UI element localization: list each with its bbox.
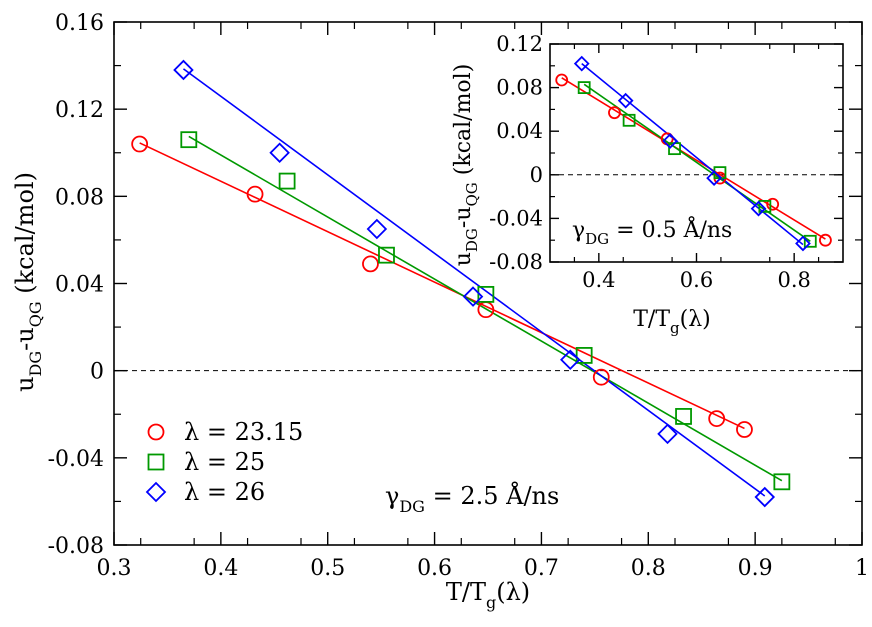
x-tick-label: 0.4 <box>203 556 238 581</box>
y-tick-label: 0.04 <box>496 119 543 143</box>
plot-frame <box>549 43 844 263</box>
data-point-series-2 <box>657 423 678 445</box>
y-tick-label: 0.12 <box>55 98 104 123</box>
y-axis-label: uDG-uQG (kcal/mol) <box>451 64 481 267</box>
data-point-series-1 <box>675 408 692 425</box>
legend-label: λ = 26 <box>184 478 265 506</box>
legend: λ = 23.15λ = 25λ = 26 <box>145 418 303 506</box>
y-tick-label: -0.08 <box>489 250 543 274</box>
data-point-series-0 <box>246 185 264 203</box>
data-point-series-0 <box>362 255 379 273</box>
x-axis-label: T/Tg(λ) <box>633 307 710 337</box>
y-tick-label: 0.08 <box>55 185 104 210</box>
annotation: γDG = 0.5 Å/ns <box>572 215 732 248</box>
data-point-series-2 <box>366 218 388 240</box>
fit-line-series-2 <box>581 63 804 246</box>
fit-line-series-0 <box>561 77 826 240</box>
y-tick-label: 0.12 <box>496 32 543 56</box>
legend-item: λ = 23.15 <box>147 418 303 446</box>
data-point-series-1 <box>477 285 495 303</box>
data-point-series-2 <box>560 349 581 371</box>
data-point-series-0 <box>766 197 780 211</box>
legend-label: λ = 23.15 <box>184 418 303 446</box>
legend-item: λ = 26 <box>145 478 265 506</box>
data-point-series-1 <box>758 200 772 213</box>
data-point-series-0 <box>555 73 569 87</box>
data-point-series-1 <box>575 347 593 364</box>
y-tick-label: -0.04 <box>48 447 104 472</box>
legend-marker <box>145 481 167 503</box>
data-point-series-1 <box>180 131 198 149</box>
data-point-series-2 <box>269 142 290 164</box>
data-point-series-2 <box>173 59 194 81</box>
data-point-series-2 <box>617 92 634 109</box>
x-tick-label: 0.7 <box>524 556 559 581</box>
x-tick-label: 0.3 <box>97 556 132 581</box>
x-axis-label: T/Tg(λ) <box>446 578 530 612</box>
x-tick-label: 1 <box>855 556 869 581</box>
legend-marker <box>147 423 165 441</box>
y-tick-label: -0.08 <box>48 534 104 559</box>
y-tick-label: 0 <box>90 360 104 385</box>
data-point-series-0 <box>708 410 726 428</box>
data-point-series-1 <box>378 246 395 264</box>
y-tick-label: 0.16 <box>55 11 104 36</box>
legend-marker <box>147 453 165 471</box>
data-point-series-1 <box>773 473 791 491</box>
data-point-series-2 <box>462 286 484 307</box>
data-point-series-1 <box>278 172 296 190</box>
x-tick-label: 0.5 <box>310 556 345 581</box>
data-point-series-1 <box>577 81 591 94</box>
data-point-series-0 <box>736 421 753 438</box>
y-tick-label: 0 <box>530 163 543 187</box>
x-tick-label: 0.6 <box>680 268 713 292</box>
data-point-series-0 <box>819 233 832 247</box>
inset-chart: 0.4 0.6 0.8 -0.08 -0.04 0 0.04 0.08 0.12 T/Tg(λ) u… <box>451 32 844 337</box>
legend-label: λ = 25 <box>184 448 265 476</box>
y-tick-label: -0.04 <box>489 206 543 230</box>
data-point-series-2 <box>795 235 811 252</box>
annotation: γDG = 2.5 Å/ns <box>385 481 559 516</box>
fit-line-series-1 <box>583 83 811 242</box>
x-tick-label: 0.9 <box>738 556 773 581</box>
x-tick-label: 0.8 <box>631 556 666 581</box>
data-point-series-2 <box>750 200 767 217</box>
fit-line-series-0 <box>139 142 745 430</box>
data-point-series-2 <box>706 170 722 186</box>
y-tick-label: 0.04 <box>55 273 104 298</box>
data-point-series-0 <box>131 135 149 153</box>
data-point-series-2 <box>573 55 590 72</box>
data-point-series-2 <box>662 133 679 149</box>
legend-item: λ = 25 <box>147 448 265 476</box>
data-point-series-0 <box>608 106 621 120</box>
data-point-series-0 <box>592 368 610 386</box>
data-point-series-1 <box>803 234 817 248</box>
y-axis-label: uDG-uQG (kcal/mol) <box>11 172 45 392</box>
x-tick-label: 0.8 <box>777 268 810 292</box>
data-point-series-1 <box>622 113 636 127</box>
x-tick-label: 0.6 <box>417 556 452 581</box>
data-point-series-2 <box>754 486 776 508</box>
y-tick-label: 0.08 <box>496 76 543 100</box>
x-tick-label: 0.4 <box>582 268 615 292</box>
